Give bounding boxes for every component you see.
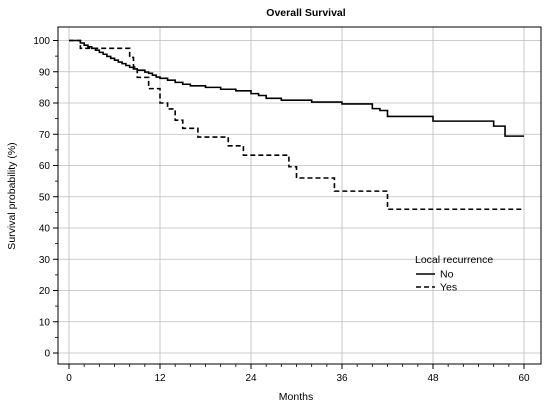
grid [58,27,541,364]
y-tick-label: 40 [39,224,51,235]
x-tick-label: 24 [245,373,257,384]
legend-label: Yes [440,282,457,294]
chart-title: Overall Survival [266,7,345,19]
y-tick-label: 70 [39,130,51,141]
y-tick-label: 0 [44,349,50,360]
x-tick-label: 36 [336,373,348,384]
y-axis-label: Survival probability (%) [6,142,18,249]
y-tick-label: 60 [39,161,51,172]
y-tick-label: 90 [39,67,51,78]
legend-title: Local recurrence [415,254,493,266]
x-tick-label: 60 [518,373,530,384]
y-tick-label: 20 [39,286,51,297]
series-lines [69,39,524,211]
x-tick-label: 0 [66,373,72,384]
y-tick-label: 80 [39,99,51,110]
axes: 0 12 24 36 48 60 0 10 20 30 40 50 60 70 80 90 100 [33,26,542,384]
y-tick-label: 50 [39,192,51,203]
x-tick-label: 48 [427,373,439,384]
y-tick-label: 30 [39,255,51,266]
y-tick-label: 100 [33,36,50,47]
series-line-no [69,39,524,137]
x-tick-label: 12 [154,373,166,384]
plot-frame [57,26,542,365]
x-axis-label: Months [279,391,313,403]
y-tick-label: 10 [39,317,51,328]
series-line-yes [69,39,524,211]
legend-label: No [440,269,454,281]
